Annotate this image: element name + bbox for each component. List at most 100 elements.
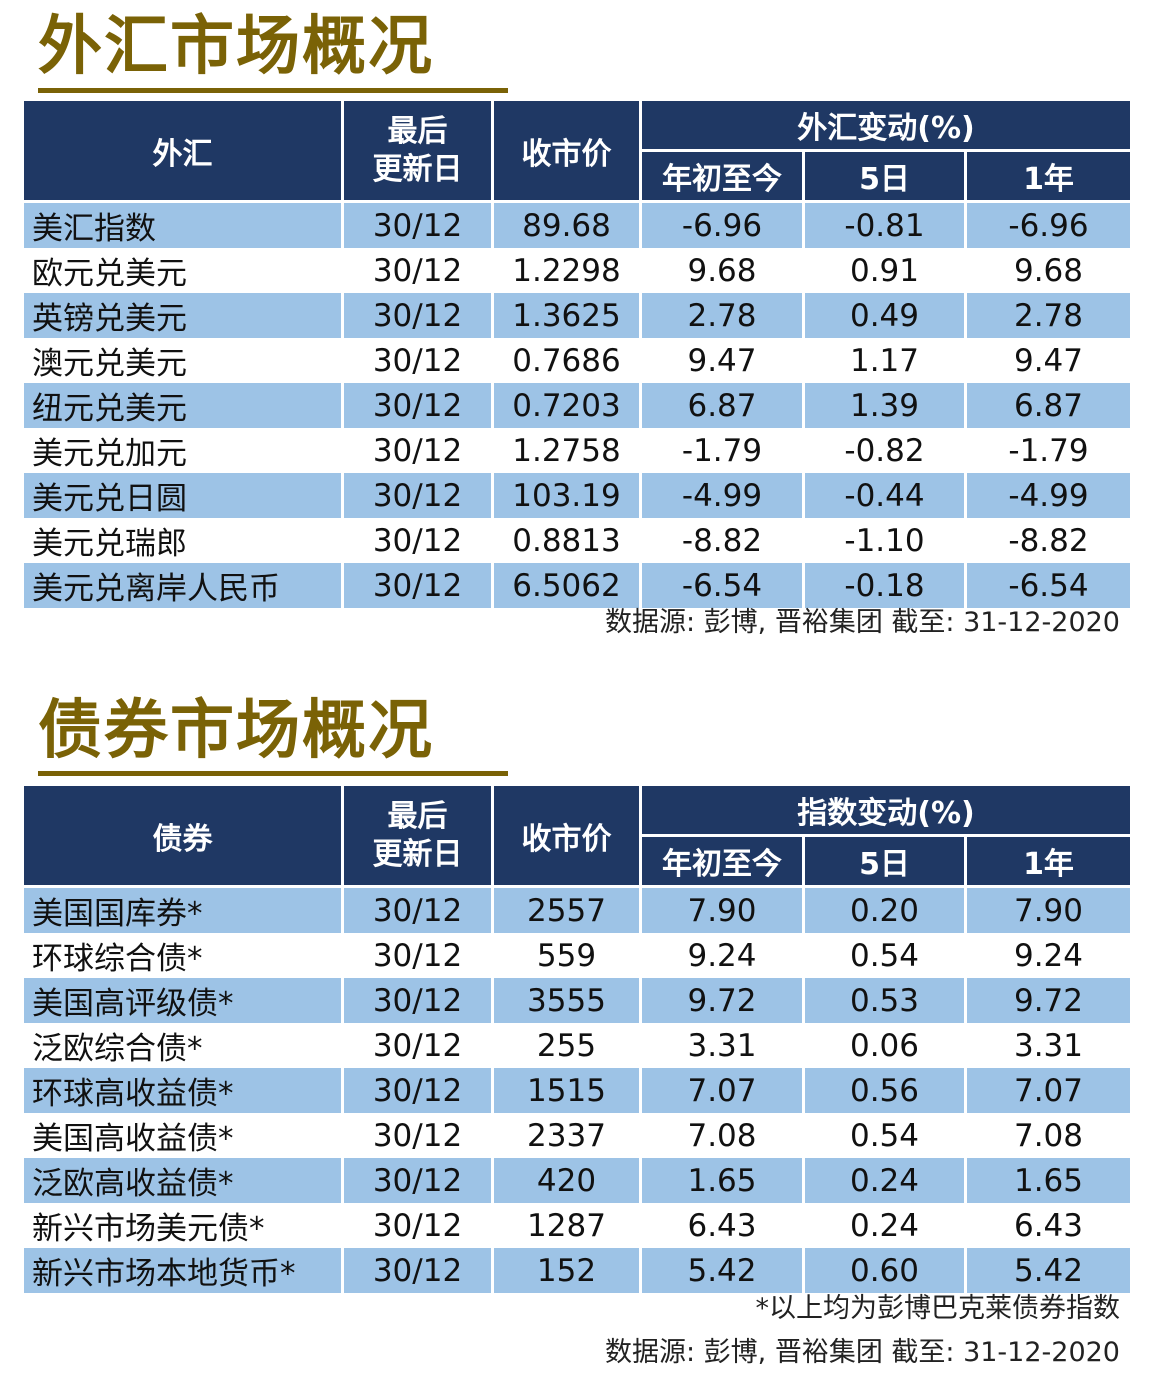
bond-table-row: 新兴市场美元债* 30/12 1287 6.43 0.24 6.43	[24, 1203, 1131, 1248]
bond-header-change-group: 指数变动(%)	[642, 786, 1131, 837]
bond-cell-price: 420	[494, 1158, 642, 1203]
bond-table-row: 泛欧高收益债* 30/12 420 1.65 0.24 1.65	[24, 1158, 1131, 1203]
bond-cell-ytd: 6.43	[642, 1203, 805, 1248]
bond-cell-name: 泛欧高收益债*	[24, 1158, 344, 1203]
bond-cell-date: 30/12	[344, 1023, 494, 1068]
fx-cell-ytd: -1.79	[642, 428, 805, 473]
fx-header-1y: 1年	[967, 152, 1131, 203]
bond-cell-y1: 9.24	[967, 933, 1131, 978]
bond-header-1y: 1年	[967, 837, 1131, 888]
bond-cell-name: 美国高收益债*	[24, 1113, 344, 1158]
bond-section-title: 债券市场概况	[38, 694, 434, 768]
bond-cell-name: 泛欧综合债*	[24, 1023, 344, 1068]
bond-table-row: 美国高评级债* 30/12 3555 9.72 0.53 9.72	[24, 978, 1131, 1023]
fx-table-row: 美元兑离岸人民币 30/12 6.5062 -6.54 -0.18 -6.54	[24, 563, 1131, 608]
bond-cell-ytd: 7.08	[642, 1113, 805, 1158]
bond-cell-y1: 5.42	[967, 1248, 1131, 1293]
fx-cell-d5: -0.81	[805, 203, 967, 248]
fx-cell-ytd: -6.96	[642, 203, 805, 248]
bond-cell-d5: 0.56	[805, 1068, 967, 1113]
bond-table-row: 美国高收益债* 30/12 2337 7.08 0.54 7.08	[24, 1113, 1131, 1158]
fx-cell-y1: -6.54	[967, 563, 1131, 608]
bond-cell-ytd: 9.24	[642, 933, 805, 978]
bond-cell-name: 新兴市场本地货币*	[24, 1248, 344, 1293]
bond-header-close-price: 收市价	[494, 786, 642, 888]
bond-header-ytd: 年初至今	[642, 837, 805, 888]
bond-cell-y1: 7.07	[967, 1068, 1131, 1113]
bond-cell-price: 1287	[494, 1203, 642, 1248]
bond-cell-ytd: 5.42	[642, 1248, 805, 1293]
fx-cell-price: 89.68	[494, 203, 642, 248]
fx-table-row: 纽元兑美元 30/12 0.7203 6.87 1.39 6.87	[24, 383, 1131, 428]
fx-cell-y1: 9.47	[967, 338, 1131, 383]
fx-table-row: 澳元兑美元 30/12 0.7686 9.47 1.17 9.47	[24, 338, 1131, 383]
bond-header-5d: 5日	[805, 837, 967, 888]
fx-cell-name: 美元兑离岸人民币	[24, 563, 344, 608]
fx-cell-y1: -6.96	[967, 203, 1131, 248]
bond-cell-d5: 0.54	[805, 933, 967, 978]
fx-cell-d5: 1.39	[805, 383, 967, 428]
bond-cell-y1: 1.65	[967, 1158, 1131, 1203]
bond-header-date-line2: 更新日	[372, 836, 463, 872]
fx-cell-ytd: 6.87	[642, 383, 805, 428]
bond-cell-name: 美国国库券*	[24, 888, 344, 933]
fx-cell-price: 1.3625	[494, 293, 642, 338]
bond-cell-ytd: 3.31	[642, 1023, 805, 1068]
bond-cell-price: 3555	[494, 978, 642, 1023]
fx-cell-name: 英镑兑美元	[24, 293, 344, 338]
fx-cell-d5: -1.10	[805, 518, 967, 563]
bond-table: 债券 最后 更新日 收市价 指数变动(%) 年初至今 5日 1年 美国国库券* 3…	[24, 786, 1131, 1293]
bond-table-row: 环球高收益债* 30/12 1515 7.07 0.56 7.07	[24, 1068, 1131, 1113]
fx-table-row: 英镑兑美元 30/12 1.3625 2.78 0.49 2.78	[24, 293, 1131, 338]
fx-cell-date: 30/12	[344, 293, 494, 338]
fx-cell-ytd: 9.47	[642, 338, 805, 383]
fx-cell-name: 澳元兑美元	[24, 338, 344, 383]
fx-cell-name: 欧元兑美元	[24, 248, 344, 293]
bond-footnote: *以上均为彭博巴克莱债券指数	[755, 1293, 1121, 1324]
bond-table-row: 泛欧综合债* 30/12 255 3.31 0.06 3.31	[24, 1023, 1131, 1068]
fx-cell-ytd: -8.82	[642, 518, 805, 563]
bond-cell-ytd: 7.07	[642, 1068, 805, 1113]
bond-table-row: 美国国库券* 30/12 2557 7.90 0.20 7.90	[24, 888, 1131, 933]
fx-cell-ytd: -6.54	[642, 563, 805, 608]
bond-cell-ytd: 9.72	[642, 978, 805, 1023]
bond-cell-d5: 0.06	[805, 1023, 967, 1068]
bond-cell-y1: 6.43	[967, 1203, 1131, 1248]
fx-cell-date: 30/12	[344, 338, 494, 383]
bond-title-underline	[38, 771, 508, 776]
fx-table-row: 美汇指数 30/12 89.68 -6.96 -0.81 -6.96	[24, 203, 1131, 248]
fx-header-name: 外汇	[24, 101, 344, 203]
fx-cell-name: 美汇指数	[24, 203, 344, 248]
bond-cell-date: 30/12	[344, 1068, 494, 1113]
fx-cell-y1: 6.87	[967, 383, 1131, 428]
bond-cell-date: 30/12	[344, 1113, 494, 1158]
fx-header-5d: 5日	[805, 152, 967, 203]
fx-cell-price: 1.2298	[494, 248, 642, 293]
bond-cell-name: 环球综合债*	[24, 933, 344, 978]
fx-cell-name: 美元兑加元	[24, 428, 344, 473]
bond-cell-y1: 7.08	[967, 1113, 1131, 1158]
fx-table-row: 美元兑日圆 30/12 103.19 -4.99 -0.44 -4.99	[24, 473, 1131, 518]
fx-table-row: 美元兑加元 30/12 1.2758 -1.79 -0.82 -1.79	[24, 428, 1131, 473]
bond-table-row: 环球综合债* 30/12 559 9.24 0.54 9.24	[24, 933, 1131, 978]
bond-cell-d5: 0.20	[805, 888, 967, 933]
fx-cell-date: 30/12	[344, 203, 494, 248]
fx-cell-ytd: 9.68	[642, 248, 805, 293]
bond-cell-price: 255	[494, 1023, 642, 1068]
bond-cell-price: 2337	[494, 1113, 642, 1158]
fx-source-note: 数据源: 彭博, 晋裕集团 截至: 31-12-2020	[604, 607, 1120, 638]
fx-table-row: 欧元兑美元 30/12 1.2298 9.68 0.91 9.68	[24, 248, 1131, 293]
bond-cell-d5: 0.54	[805, 1113, 967, 1158]
fx-cell-date: 30/12	[344, 563, 494, 608]
bond-cell-date: 30/12	[344, 1158, 494, 1203]
fx-table: 外汇 最后 更新日 收市价 外汇变动(%) 年初至今 5日 1年 美汇指数 30/…	[24, 101, 1131, 608]
bond-cell-date: 30/12	[344, 1248, 494, 1293]
fx-cell-d5: -0.44	[805, 473, 967, 518]
fx-cell-date: 30/12	[344, 383, 494, 428]
bond-cell-y1: 7.90	[967, 888, 1131, 933]
fx-header-change-group: 外汇变动(%)	[642, 101, 1131, 152]
fx-header-date-line2: 更新日	[372, 151, 463, 187]
fx-cell-d5: -0.82	[805, 428, 967, 473]
bond-cell-price: 152	[494, 1248, 642, 1293]
fx-cell-y1: 2.78	[967, 293, 1131, 338]
